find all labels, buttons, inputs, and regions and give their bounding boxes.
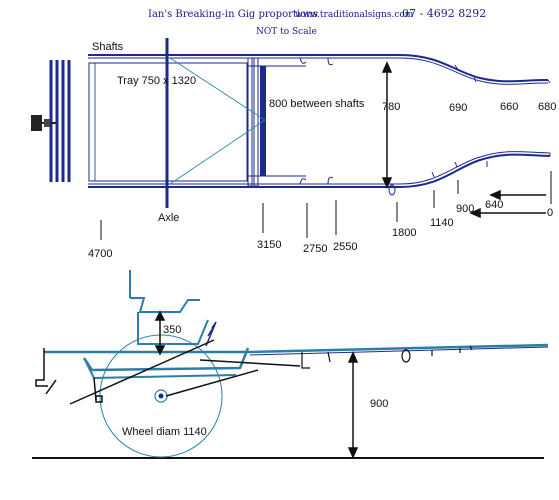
step-hub (31, 115, 56, 131)
position-label-1140: 1140 (430, 217, 454, 229)
position-label-0: 0 (547, 207, 553, 219)
wheel-tyres (49, 60, 71, 182)
dash-bar (247, 57, 306, 187)
side-view: 350 900 Wheel diam 1140 (32, 270, 549, 459)
shaft-bottom-inner (88, 151, 551, 185)
position-label-4700: 4700 (88, 248, 112, 260)
plan-view: Shafts Tray 750 x 1320 800 between shaft… (31, 38, 556, 260)
width-label-690: 690 (449, 102, 467, 114)
shaft-width-arrow (381, 61, 393, 189)
shaft-height-arrow (347, 351, 359, 459)
seat-height-arrow (154, 310, 166, 356)
shaft-fittings (299, 57, 488, 196)
header-subtitle: NOT to Scale (256, 27, 317, 37)
position-label-900: 900 (456, 203, 474, 215)
position-label-2750: 2750 (303, 243, 327, 255)
width-label-680: 680 (538, 101, 556, 113)
side-fittings (301, 345, 473, 369)
shaft-top (88, 54, 549, 83)
rear-step (35, 348, 103, 403)
position-label-3150: 3150 (257, 239, 281, 251)
position-label-640: 640 (485, 199, 503, 211)
seat-height-label: 350 (163, 324, 181, 336)
wheel-diameter-label: Wheel diam 1140 (122, 426, 207, 438)
side-shaft (44, 343, 549, 354)
width-label-660: 660 (500, 101, 518, 113)
width-label-780: 780 (382, 101, 400, 113)
dash (205, 321, 217, 347)
shafts-label: Shafts (92, 41, 124, 53)
position-label-1800: 1800 (392, 227, 416, 239)
header-website: www.traditionalsigns.com (295, 10, 414, 20)
header-phone: 07 - 4692 8292 (402, 7, 486, 20)
shaft-top-inner (88, 57, 549, 85)
tray-inner (94, 62, 248, 182)
brace-lines (69, 339, 301, 405)
axle-label: Axle (158, 212, 179, 224)
position-label-2550: 2550 (333, 241, 357, 253)
shaft-bottom (88, 153, 551, 188)
between-shafts-label: 800 between shafts (269, 98, 365, 110)
tray-label: Tray 750 x 1320 (117, 75, 196, 87)
header-title: Ian's Breaking-in Gig proportions (148, 9, 318, 20)
shaft-height-label: 900 (370, 398, 388, 410)
distance-arrows (469, 189, 546, 219)
braces (169, 57, 266, 185)
position-ticks (100, 171, 552, 240)
